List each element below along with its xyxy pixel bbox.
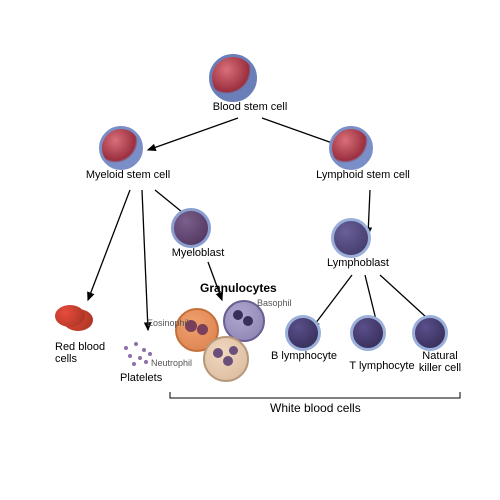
granulocyte-cluster: Eosinophil Basophil Neutrophil	[175, 300, 275, 380]
nk-label: Naturalkiller cell	[405, 350, 475, 374]
lymphoid-stem-cell-icon	[329, 126, 373, 170]
blood-stem-cell-icon	[209, 54, 257, 102]
rbc-label: Red bloodcells	[55, 341, 105, 365]
node-nk: Naturalkiller cell	[427, 330, 448, 356]
myeloblast-label: Myeloblast	[158, 247, 238, 259]
myeloid-stem-label: Myeloid stem cell	[68, 169, 188, 181]
node-b-lymph: B lymphocyte	[300, 330, 321, 356]
node-blood-stem: Blood stem cell	[230, 75, 257, 107]
lymphoblast-cell-icon	[331, 218, 371, 258]
lymphoblast-label: Lymphoblast	[313, 257, 403, 269]
lymphoid-stem-label: Lymphoid stem cell	[298, 169, 428, 181]
node-myeloid-stem: Myeloid stem cell	[118, 145, 143, 175]
node-lymphoblast: Lymphoblast	[348, 235, 371, 263]
granulocytes-title: Granulocytes	[200, 282, 277, 295]
blood-stem-label: Blood stem cell	[190, 101, 310, 113]
wbc-label: White blood cells	[270, 402, 361, 415]
b-lymph-icon	[285, 315, 321, 351]
neutrophil-icon	[203, 336, 249, 382]
b-lymph-label: B lymphocyte	[264, 350, 344, 362]
node-lymphoid-stem: Lymphoid stem cell	[348, 145, 373, 175]
basophil-label: Basophil	[257, 298, 292, 308]
node-rbc: Red bloodcells	[55, 305, 105, 365]
node-t-lymph: T lymphocyte	[365, 330, 386, 356]
node-myeloblast: Myeloblast	[188, 225, 211, 253]
platelets-icon	[120, 340, 156, 368]
platelets-label: Platelets	[120, 372, 162, 384]
granulocytes-label: Granulocytes	[200, 282, 277, 295]
node-platelets: Platelets	[120, 340, 162, 384]
myeloblast-cell-icon	[171, 208, 211, 248]
eosinophil-label: Eosinophil	[147, 318, 189, 328]
t-lymph-icon	[350, 315, 386, 351]
rbc-icon-2	[55, 305, 85, 327]
nk-icon	[412, 315, 448, 351]
myeloid-stem-cell-icon	[99, 126, 143, 170]
